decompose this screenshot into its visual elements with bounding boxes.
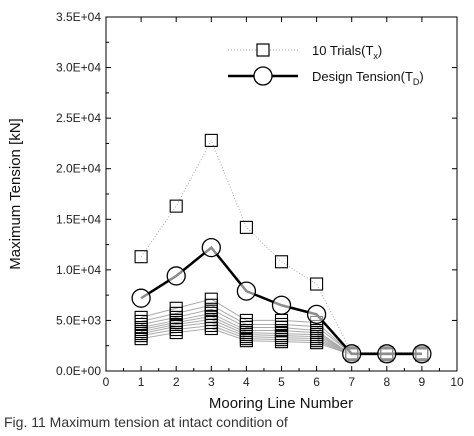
design-tension-point	[412, 344, 432, 364]
trial-10-point	[310, 336, 324, 350]
legend-design-marker	[253, 66, 273, 86]
x-tick-label: 0	[103, 375, 110, 389]
y-tick-label: 1.5E+04	[56, 212, 101, 226]
trial-10-point	[169, 326, 183, 340]
x-tick-label: 10	[450, 375, 464, 389]
x-tick-label: 9	[419, 375, 426, 389]
x-tick-label: 1	[138, 375, 145, 389]
y-tick-label: 0.0E+00	[56, 364, 101, 378]
y-tick-label: 3.5E+04	[56, 10, 101, 24]
y-tick-label: 5.0E+03	[56, 313, 101, 327]
trial-10-point	[274, 335, 289, 349]
y-axis-title: Maximum Tension [kN]	[7, 118, 24, 269]
design-tension-point	[306, 304, 327, 325]
trial-1-point	[204, 133, 218, 147]
legend-design-label: Design Tension(TD)	[312, 69, 424, 87]
x-tick-label: 6	[313, 375, 320, 389]
y-tick-label: 2.5E+04	[56, 111, 101, 125]
x-tick-label: 3	[208, 375, 215, 389]
x-tick-label: 5	[278, 375, 285, 389]
x-axis-title: Mooring Line Number	[209, 395, 353, 412]
trial-10-point	[204, 321, 218, 336]
x-tick-label: 7	[348, 375, 355, 389]
trial-10-point	[134, 332, 148, 346]
x-tick-label: 2	[173, 375, 180, 389]
design-tension-point	[342, 344, 362, 364]
design-tension-point	[377, 344, 397, 364]
y-tick-label: 2.0E+04	[56, 162, 101, 176]
trial-1-line	[140, 139, 422, 354]
legend: 10 Trials(Tx) Design Tension(TD)	[228, 43, 424, 87]
design-tension-point	[166, 266, 186, 286]
legend-trials-label: 10 Trials(Tx)	[312, 43, 382, 61]
trial-1-point	[134, 250, 148, 264]
plot-lines	[140, 139, 422, 356]
y-tick-label: 3.0E+04	[56, 61, 101, 75]
x-tick-label: 8	[383, 375, 390, 389]
trial-1-point	[274, 255, 289, 269]
y-tick-label: 1.0E+04	[56, 263, 101, 277]
design-tension-point	[236, 281, 257, 301]
plot-marks	[131, 133, 432, 364]
trial-1-point	[169, 199, 183, 213]
x-axis: 0 1 2 3 4 5 6 7 8 9 10	[103, 17, 464, 389]
design-tension-point	[201, 237, 221, 258]
trial-10-point	[239, 334, 253, 348]
legend-trials-marker	[256, 43, 270, 57]
trial-1-point	[310, 277, 324, 291]
x-tick-label: 4	[243, 375, 250, 389]
design-tension-point	[271, 295, 292, 315]
design-tension-point	[131, 288, 151, 308]
trial-1-point	[239, 220, 253, 234]
figure-caption: Fig. 11 Maximum tension at intact condit…	[4, 414, 288, 430]
chart: 0 1 2 3 4 5 6 7 8 9 10 0.0E+00 5.0E+03 1.0E+04 1.5E+0…	[7, 10, 464, 412]
y-axis: 0.0E+00 5.0E+03 1.0E+04 1.5E+04 2.0E+04 2.5E+…	[56, 10, 457, 378]
